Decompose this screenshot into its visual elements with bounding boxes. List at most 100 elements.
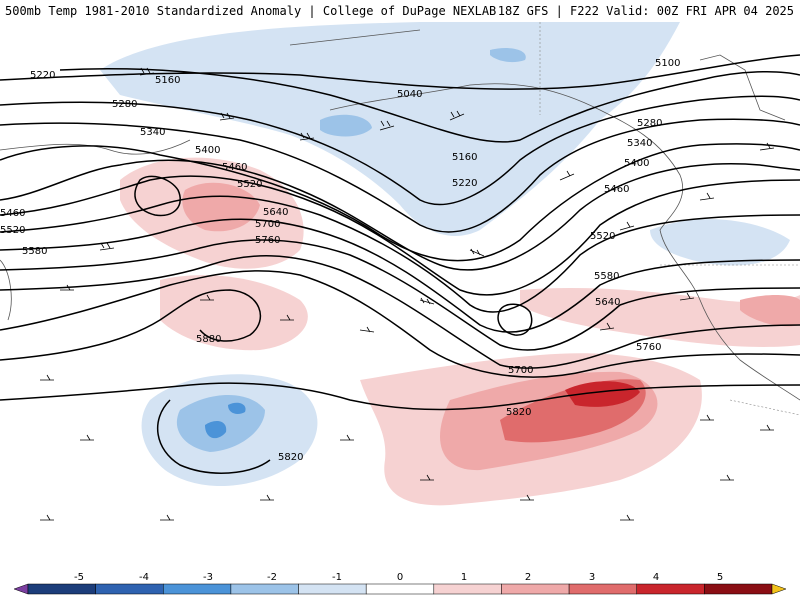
contour-label: 5160 <box>452 152 477 163</box>
height-contours <box>0 54 800 474</box>
contour-5580 <box>0 218 800 333</box>
weather-map[interactable]: 5100 5160 5040 5160 5220 5220 5280 5340 … <box>0 22 800 570</box>
contour-label: 5760 <box>636 342 661 353</box>
contour-label: 5760 <box>255 235 280 246</box>
contour-label: 5580 <box>594 271 619 282</box>
wind-barb <box>280 314 294 321</box>
colorbar-tick: -1 <box>332 572 342 583</box>
cold-anomaly-core <box>205 420 227 439</box>
contour-5220 <box>0 95 800 206</box>
colorbar-tick: 0 <box>397 572 403 583</box>
wind-barb <box>700 414 714 421</box>
colorbar-segment <box>365 583 435 595</box>
wind-barb <box>559 170 575 181</box>
wind-barb <box>760 424 774 431</box>
coastlines <box>0 29 800 401</box>
wind-barb <box>340 434 354 441</box>
contour-label: 5160 <box>155 75 180 86</box>
colorbar-tick: 2 <box>525 572 531 583</box>
contour-label: 5640 <box>263 207 288 218</box>
arctic-coastline <box>289 29 421 46</box>
colorbar-high-extension <box>771 583 787 595</box>
contour-5700 <box>0 255 800 369</box>
contour-5820-cutoff <box>156 399 271 474</box>
cold-anomaly-region <box>100 22 680 236</box>
contour-label: 5700 <box>508 365 533 376</box>
wind-barb <box>699 192 715 201</box>
contour-label: 5460 <box>604 184 629 195</box>
colorbar-segment <box>298 583 367 595</box>
wind-barbs <box>40 67 775 521</box>
wind-barb <box>60 284 74 291</box>
wind-barb <box>469 248 485 257</box>
cold-anomaly-core <box>228 402 246 414</box>
colorbar-segment <box>433 583 502 595</box>
colorbar-segment <box>27 583 96 595</box>
contour-label: 5520 <box>237 179 262 190</box>
colorbar-segment <box>501 583 570 595</box>
contour-label: 5460 <box>222 162 247 173</box>
contour-label: 5580 <box>22 246 47 257</box>
wind-barb <box>620 514 634 521</box>
contour-label: 5400 <box>624 158 649 169</box>
colorbar-segment <box>704 583 773 595</box>
contour-labels: 5100 5160 5040 5160 5220 5220 5280 5340 … <box>0 58 680 463</box>
cold-anomaly-core <box>320 114 372 137</box>
wind-barb <box>449 110 465 121</box>
colorbar-tick: -4 <box>139 572 149 583</box>
japan-coastline <box>0 259 12 321</box>
contour-label: 5220 <box>452 178 477 189</box>
colorbar-segment <box>636 583 705 595</box>
contour-label: 5400 <box>195 145 220 156</box>
contour-label: 5100 <box>655 58 680 69</box>
wind-barb <box>40 374 54 381</box>
wind-barb <box>200 294 214 301</box>
contour-5880 <box>0 289 261 361</box>
cold-anomaly-core <box>490 48 526 63</box>
contour-5760 <box>0 270 800 378</box>
wind-barb <box>160 514 174 521</box>
closed-low-contour <box>497 303 533 336</box>
wind-barb <box>299 132 315 141</box>
colorbar-tick: -5 <box>74 572 84 583</box>
west-coast-coastline <box>659 229 800 401</box>
wind-barb <box>619 221 635 231</box>
contour-label: 5340 <box>627 138 652 149</box>
wind-barb <box>379 120 395 131</box>
colorbar-tick: 3 <box>589 572 595 583</box>
colorbar-segment <box>230 583 299 595</box>
contour-5820 <box>0 382 800 411</box>
contour-label: 5340 <box>140 127 165 138</box>
contour-label: 5040 <box>397 89 422 100</box>
wind-barb <box>359 326 375 333</box>
alaska-coastline <box>329 83 684 231</box>
wind-barb <box>419 297 435 305</box>
contour-label: 5280 <box>112 99 137 110</box>
contour-5160 <box>59 67 800 143</box>
wind-barb <box>679 292 695 301</box>
wind-barb <box>80 434 94 441</box>
contour-label: 5640 <box>595 297 620 308</box>
contour-label: 5520 <box>590 231 615 242</box>
wind-barb <box>260 494 274 501</box>
contour-label: 5700 <box>255 219 280 230</box>
closed-contour-west <box>134 175 181 217</box>
contour-label: 5880 <box>196 334 221 345</box>
colorbar-segment <box>568 583 637 595</box>
contour-5280 <box>0 118 800 233</box>
contour-5460 <box>0 175 800 296</box>
contour-5100 <box>0 54 800 90</box>
contour-5640 <box>0 239 800 351</box>
wind-barb <box>219 112 235 121</box>
warm-anomaly-core <box>565 381 640 407</box>
colorbar-segment <box>163 583 232 595</box>
wind-barb <box>420 474 434 481</box>
colorbar-tick: -3 <box>203 572 213 583</box>
warm-anomaly-region <box>520 288 800 347</box>
contour-label: 5220 <box>30 70 55 81</box>
warm-anomaly-region <box>160 275 308 351</box>
wind-barb <box>759 142 775 151</box>
contour-5340 <box>0 143 800 262</box>
colorbar-low-extension <box>13 583 29 595</box>
contour-5400 <box>0 159 800 271</box>
